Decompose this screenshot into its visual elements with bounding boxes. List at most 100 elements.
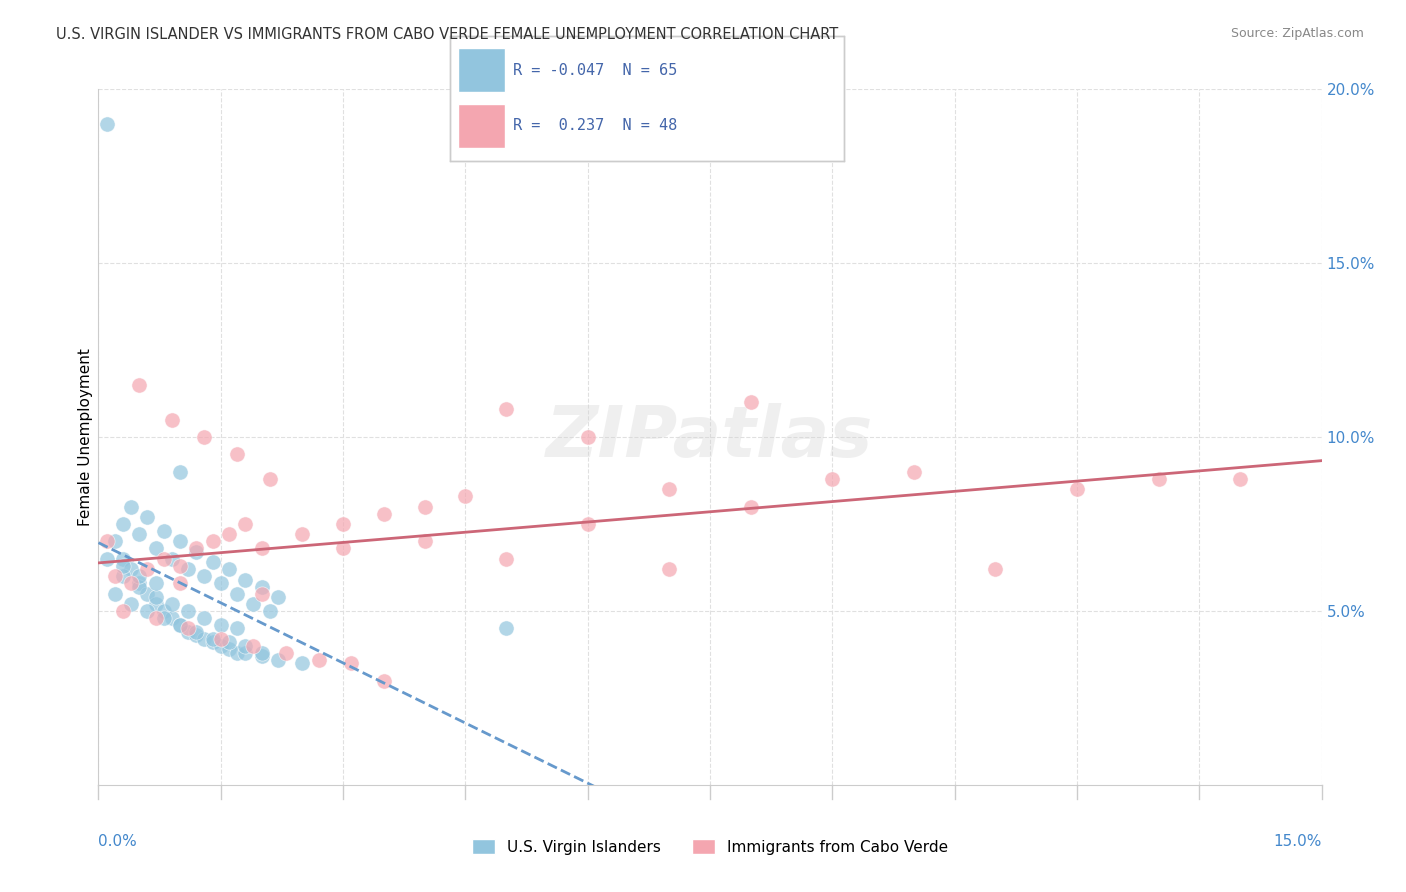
Point xyxy=(413,500,436,514)
Point xyxy=(209,639,232,653)
Point xyxy=(177,562,200,576)
Point xyxy=(226,447,249,462)
Point xyxy=(576,430,599,444)
Point xyxy=(209,632,232,646)
Point xyxy=(145,611,167,625)
Point xyxy=(160,551,183,566)
Point xyxy=(111,569,134,583)
Point xyxy=(152,604,174,618)
Point xyxy=(104,587,127,601)
Point xyxy=(250,649,273,664)
Point xyxy=(340,657,363,671)
Point xyxy=(128,527,150,541)
Point xyxy=(201,555,224,569)
Bar xyxy=(458,104,505,148)
Point xyxy=(226,621,249,635)
Point xyxy=(120,597,142,611)
Point xyxy=(169,558,191,573)
Point xyxy=(145,576,167,591)
Text: 0.0%: 0.0% xyxy=(98,834,138,848)
Point xyxy=(193,632,215,646)
Point xyxy=(658,482,681,496)
Point xyxy=(373,507,395,521)
Point xyxy=(128,377,150,392)
Point xyxy=(495,621,517,635)
Point xyxy=(169,534,191,549)
Point xyxy=(1229,472,1251,486)
Point xyxy=(233,639,256,653)
Point xyxy=(495,551,517,566)
Point xyxy=(193,611,215,625)
Text: U.S. VIRGIN ISLANDER VS IMMIGRANTS FROM CABO VERDE FEMALE UNEMPLOYMENT CORRELATI: U.S. VIRGIN ISLANDER VS IMMIGRANTS FROM … xyxy=(56,27,838,42)
Point xyxy=(740,395,762,409)
Point xyxy=(177,604,200,618)
Point xyxy=(291,527,314,541)
Point xyxy=(120,562,142,576)
Text: ZIPatlas: ZIPatlas xyxy=(547,402,873,472)
Point xyxy=(136,587,159,601)
Point xyxy=(332,516,354,531)
Point xyxy=(111,604,134,618)
Point xyxy=(160,412,183,426)
Point xyxy=(120,576,142,591)
Point xyxy=(145,541,167,556)
Point xyxy=(152,611,174,625)
Point xyxy=(233,516,256,531)
Point xyxy=(201,635,224,649)
Point xyxy=(984,562,1007,576)
Point xyxy=(104,534,127,549)
Point xyxy=(242,639,264,653)
Point xyxy=(96,117,118,131)
Point xyxy=(160,611,183,625)
Point xyxy=(152,551,174,566)
Point xyxy=(145,597,167,611)
Point xyxy=(128,576,150,591)
Point xyxy=(259,604,281,618)
Text: R =  0.237  N = 48: R = 0.237 N = 48 xyxy=(513,118,678,133)
Point xyxy=(96,551,118,566)
Point xyxy=(160,597,183,611)
Point xyxy=(233,646,256,660)
Point xyxy=(152,524,174,538)
Point xyxy=(218,635,240,649)
Point xyxy=(120,500,142,514)
Point xyxy=(128,580,150,594)
Point xyxy=(250,646,273,660)
Point xyxy=(250,541,273,556)
Point xyxy=(193,569,215,583)
Point xyxy=(201,632,224,646)
Point xyxy=(169,465,191,479)
Bar xyxy=(458,48,505,92)
Text: Source: ZipAtlas.com: Source: ZipAtlas.com xyxy=(1230,27,1364,40)
Point xyxy=(332,541,354,556)
Point xyxy=(111,551,134,566)
Point xyxy=(274,646,297,660)
Point xyxy=(242,597,264,611)
Y-axis label: Female Unemployment: Female Unemployment xyxy=(77,348,93,526)
Point xyxy=(1147,472,1170,486)
Point xyxy=(128,569,150,583)
Point xyxy=(111,516,134,531)
Point xyxy=(169,618,191,632)
Point xyxy=(169,576,191,591)
Point xyxy=(373,673,395,688)
Point xyxy=(136,510,159,524)
Point xyxy=(259,472,281,486)
Point xyxy=(250,587,273,601)
Point xyxy=(903,465,925,479)
Point xyxy=(186,545,208,559)
Point xyxy=(177,624,200,639)
Point xyxy=(193,430,215,444)
Point xyxy=(218,642,240,657)
Point xyxy=(209,618,232,632)
Point xyxy=(201,534,224,549)
Point xyxy=(658,562,681,576)
Point xyxy=(145,590,167,604)
Point xyxy=(96,534,118,549)
Point xyxy=(267,590,290,604)
Point xyxy=(226,646,249,660)
Point xyxy=(291,657,314,671)
Point xyxy=(169,618,191,632)
Point xyxy=(111,558,134,573)
Point xyxy=(250,580,273,594)
